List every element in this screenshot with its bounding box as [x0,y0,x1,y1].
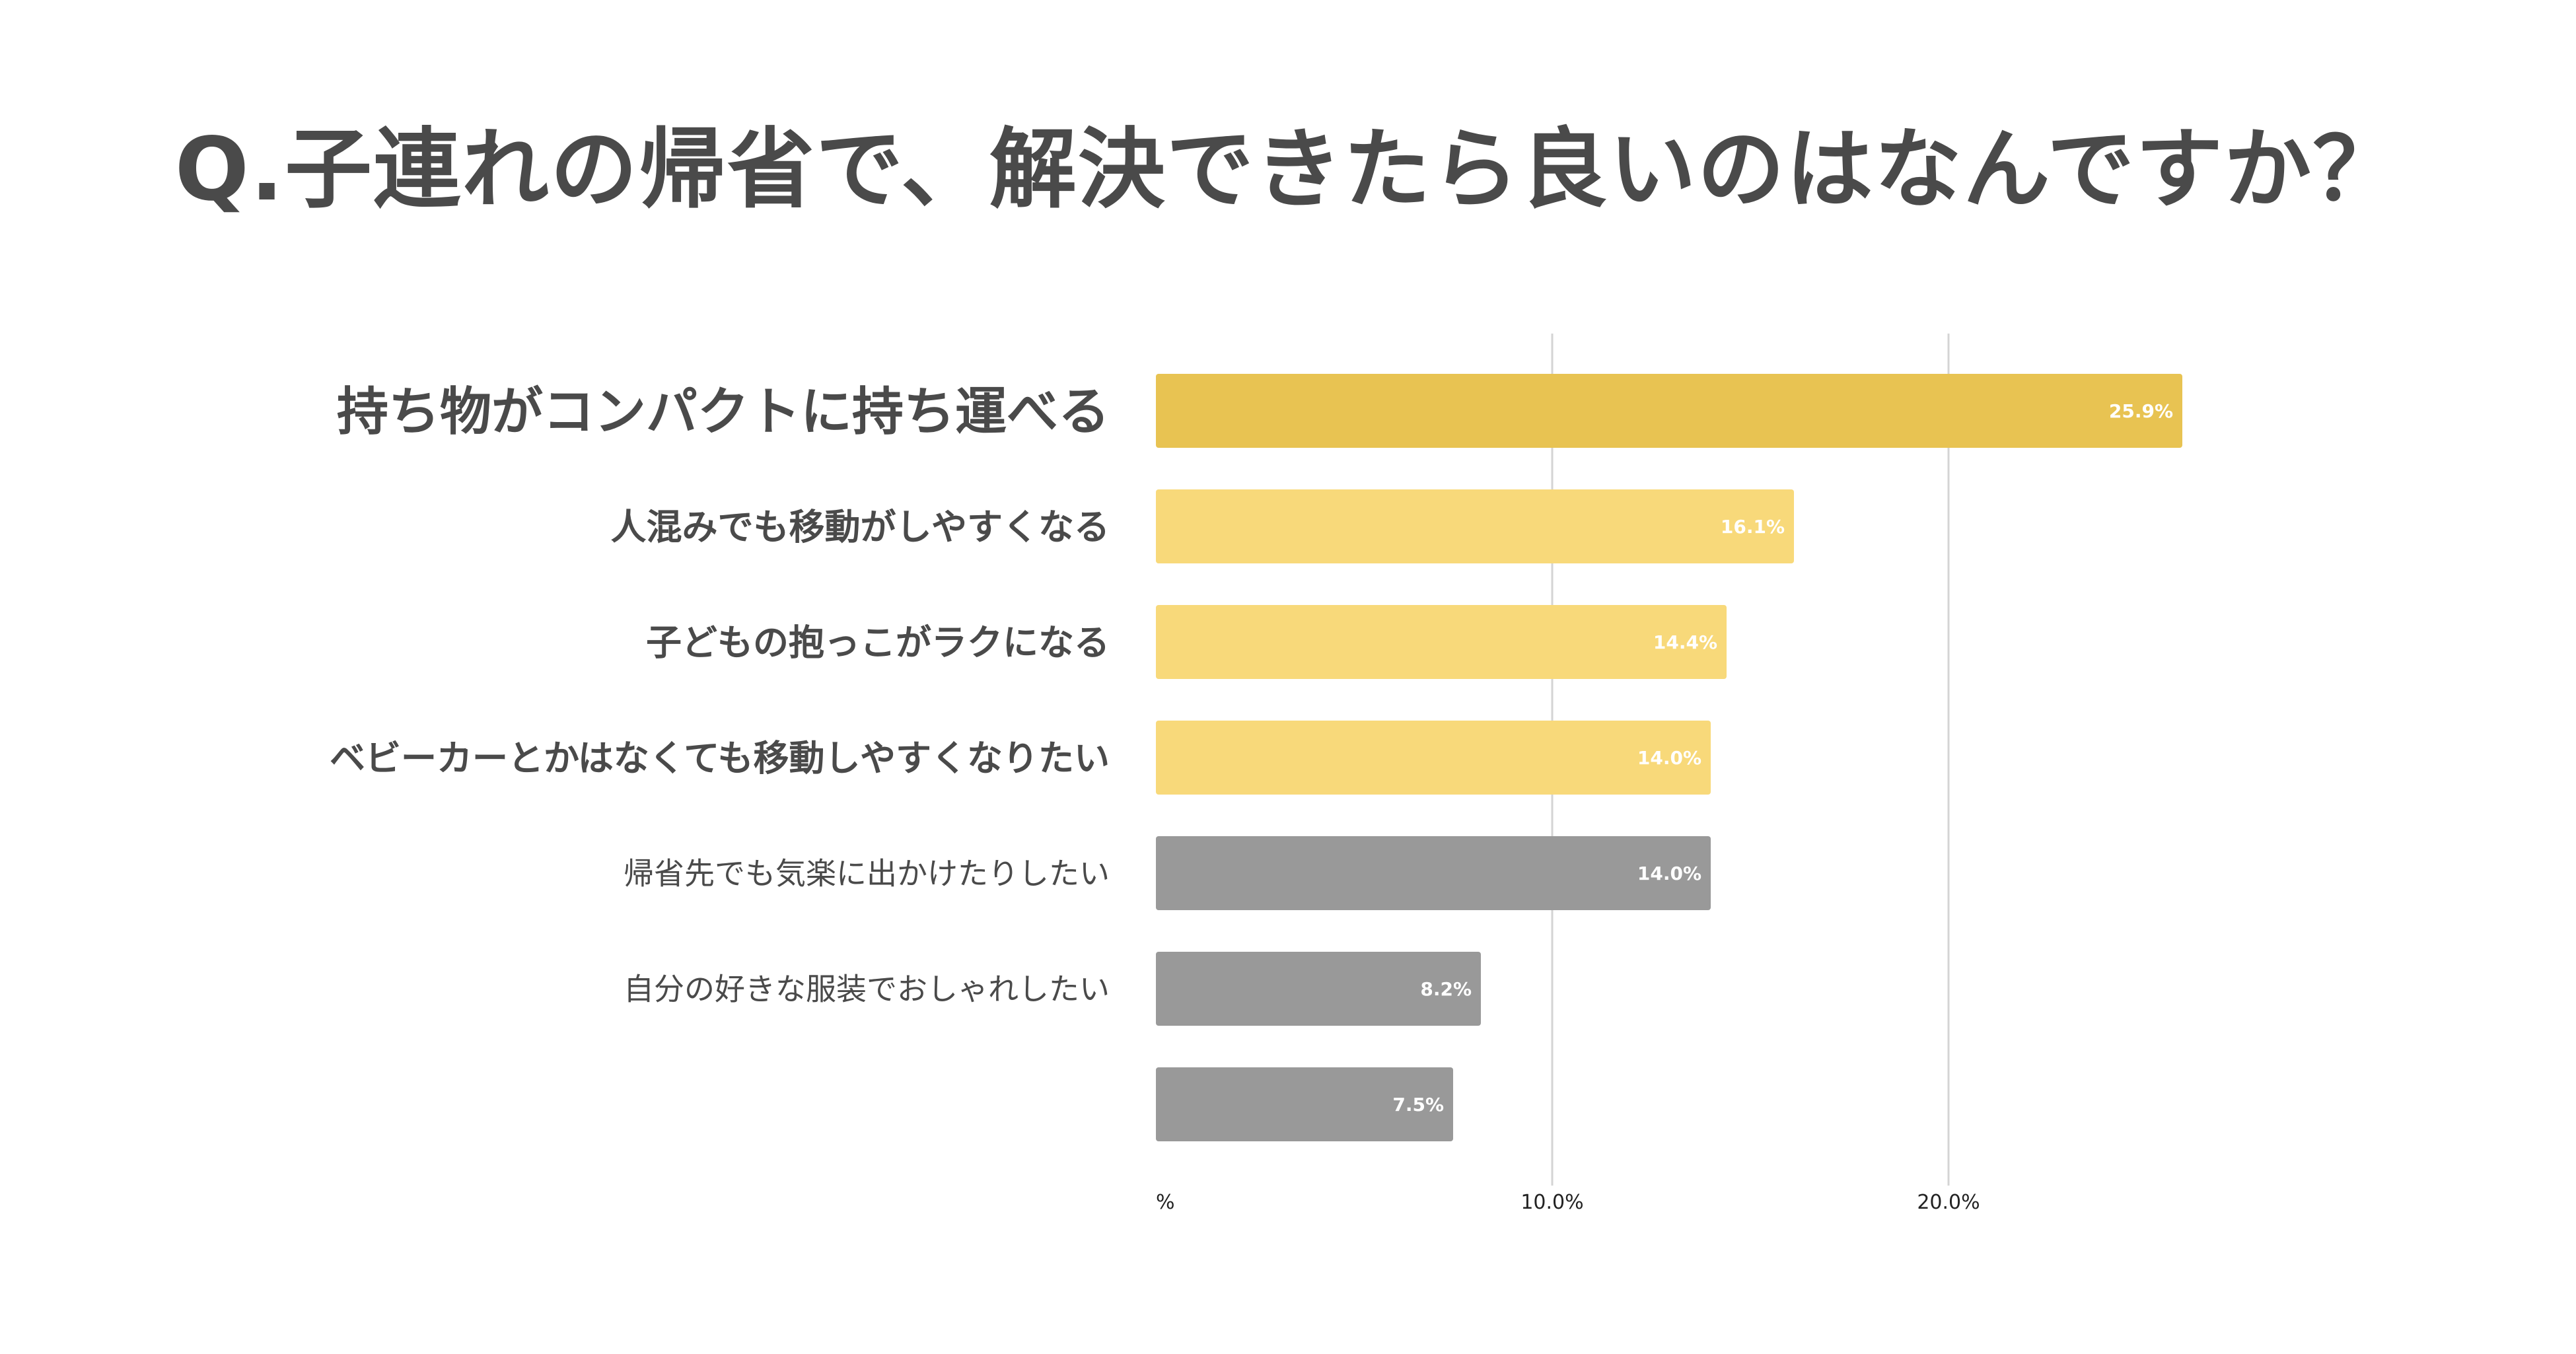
value-label-4: 14.0% [1637,863,1701,884]
bar-0 [1156,374,2182,448]
bar-1 [1156,489,1794,563]
value-labels: 25.9% 16.1% 14.4% 14.0% 14.0% 8.2% 7.5% [1392,400,2173,1116]
category-label-1: 人混みでも移動がしやすくなる [611,506,1110,548]
value-label-6: 7.5% [1392,1094,1444,1116]
category-label-2: 子どもの抱っこがラクになる [646,622,1110,663]
bar-6 [1156,1067,1453,1141]
category-labels: 持ち物がコンパクトに持ち運べる人混みでも移動がしやすくなる子どもの抱っこがラクに… [330,382,1110,1007]
category-label-5: 自分の好きな服装でおしゃれしたい [624,972,1110,1007]
value-label-1: 16.1% [1721,516,1785,538]
x-tick-label-2: 20.0% [1917,1191,1980,1214]
x-axis-ticks: % 10.0% 20.0% [1156,1191,1980,1214]
category-label-0: 持ち物がコンパクトに持ち運べる [337,382,1110,442]
category-label-4: 帰省先でも気楽に出かけたりしたい [624,856,1110,892]
x-tick-label-1: 10.0% [1521,1191,1583,1214]
bars [1156,374,2182,1141]
x-tick-label-0: % [1156,1191,1175,1214]
value-label-3: 14.0% [1637,747,1701,769]
value-label-2: 14.4% [1653,631,1717,653]
category-label-3: ベビーカーとかはなくても移動しやすくなりたい [330,737,1110,779]
chart-title: Q.子連れの帰省で、解決できたら良いのはなんですか？ [174,119,2402,221]
value-label-0: 25.9% [2109,400,2173,422]
bar-4 [1156,836,1711,910]
bar-2 [1156,605,1727,679]
value-label-5: 8.2% [1420,978,1472,1000]
bar-3 [1156,721,1711,795]
bar-5 [1156,952,1481,1026]
